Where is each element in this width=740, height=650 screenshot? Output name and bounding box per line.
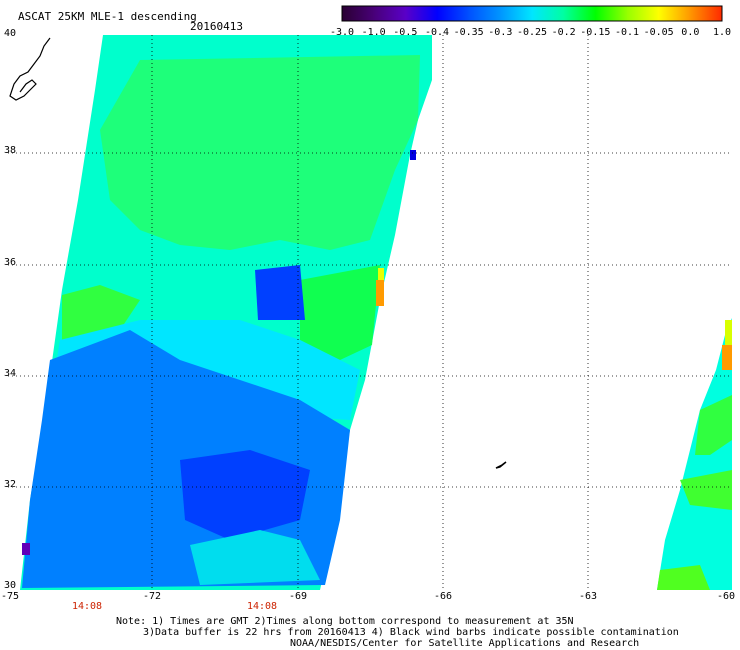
colorbar-tick-label: -0.2	[551, 27, 576, 38]
colorbar-segment	[500, 6, 533, 21]
swath-left-orange-pixel	[376, 280, 384, 306]
swath-left-blue-pixel	[410, 150, 416, 160]
colorbar-segment	[532, 6, 565, 21]
colorbar-tick-label: -3.0	[329, 27, 355, 38]
colorbar-segment	[627, 6, 660, 21]
swath-left-deep-blue-a	[180, 450, 310, 540]
lat-label-34: 34	[4, 368, 17, 379]
coastline-northeast	[9, 37, 51, 101]
colorbar-tick-label: -0.5	[393, 27, 418, 38]
lon-label-63: -63	[578, 591, 598, 602]
lat-label-38: 38	[4, 145, 17, 156]
colorbar-segment	[658, 6, 691, 21]
lon-label-60: -60	[716, 591, 736, 602]
swath-left-cyan-south	[190, 530, 320, 585]
note-line-1: Note: 1) Times are GMT 2)Times along bot…	[116, 616, 574, 627]
swath-left-deep-blue-b	[255, 265, 305, 320]
colorbar	[341, 5, 723, 22]
colorbar-segment	[405, 6, 438, 21]
swath-right-green-b	[680, 470, 732, 510]
note-line-3: NOAA/NESDIS/Center for Satellite Applica…	[290, 638, 640, 649]
colorbar-tick-label: -0.1	[614, 27, 640, 38]
lat-label-40: 40	[4, 28, 17, 39]
swath-right-yellow-pixel	[725, 320, 732, 345]
colorbar-tick-label: -1.0	[361, 27, 386, 38]
colorbar-tick-label: -0.3	[488, 27, 513, 38]
colorbar-tick-label: -0.25	[516, 27, 548, 38]
colorbar-segment	[342, 6, 375, 21]
swath-right-green-a	[695, 395, 732, 455]
colorbar-segment	[690, 6, 723, 21]
swath-right-orange-pixel	[722, 345, 732, 370]
swath-left-green-north	[100, 55, 420, 250]
grid-lines	[8, 35, 732, 590]
map-date: 20160413	[190, 20, 243, 33]
lon-label-66: -66	[433, 591, 453, 602]
note-line-2: 3)Data buffer is 22 hrs from 20160413 4)…	[143, 627, 679, 638]
colorbar-tick-label: 0.0	[681, 27, 700, 38]
swath-left-green-mid	[300, 265, 380, 360]
lat-label-32: 32	[4, 479, 17, 490]
swath-left	[20, 35, 432, 590]
swath-left-yellow-pixel	[378, 268, 384, 280]
time-label-right: 14:08	[246, 601, 278, 612]
lat-label-30: 30	[4, 580, 17, 591]
colorbar-tick-label: 1.0	[712, 27, 732, 38]
lon-label-69: -69	[288, 591, 308, 602]
swath-left-green-west	[62, 285, 140, 350]
coastline-island	[495, 461, 507, 469]
swath-left-purple-pixel	[22, 543, 30, 555]
colorbar-segment	[468, 6, 501, 21]
swath-right	[657, 318, 732, 590]
lat-label-36: 36	[4, 257, 17, 268]
colorbar-tick-label: -0.35	[453, 27, 484, 38]
swath-right-base	[657, 318, 732, 590]
colorbar-tick-label: -0.4	[424, 27, 450, 38]
colorbar-tick-label: -0.15	[580, 27, 611, 38]
colorbar-segment	[563, 6, 596, 21]
swath-right-green-c	[657, 565, 710, 590]
colorbar-border	[341, 5, 723, 22]
map-title: ASCAT 25KM MLE-1 descending	[18, 10, 197, 23]
colorbar-tick-label: -0.05	[643, 27, 674, 38]
colorbar-segment	[437, 6, 470, 21]
colorbar-segment	[373, 6, 406, 21]
colorbar-segment	[595, 6, 628, 21]
time-label-left: 14:08	[71, 601, 103, 612]
lon-label-72: -72	[142, 591, 162, 602]
lon-label-75: -75	[0, 591, 20, 602]
